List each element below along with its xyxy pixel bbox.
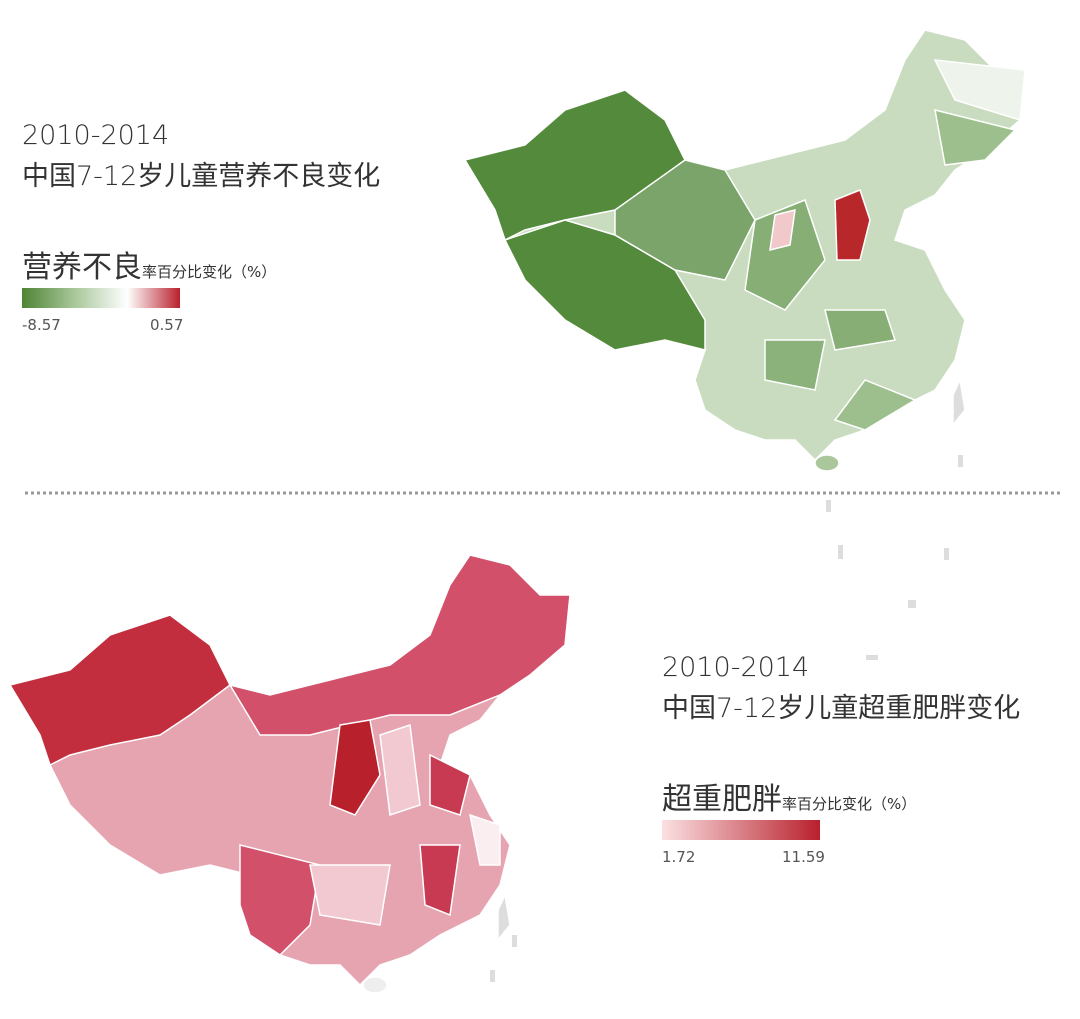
title: 中国7-12岁儿童营养不良变化 — [22, 161, 381, 192]
region — [379, 723, 421, 817]
title: 中国7-12岁儿童超重肥胖变化 — [662, 693, 1021, 724]
region — [429, 753, 471, 816]
legend-subtitle: 率百分比变化（%） — [782, 795, 917, 813]
legend-bar — [22, 288, 180, 308]
legend-title: 超重肥胖率百分比变化（%） — [662, 774, 916, 818]
dash — [838, 545, 843, 559]
region — [614, 159, 756, 281]
island — [362, 976, 388, 994]
dash — [826, 500, 831, 512]
years: 2010-2014 — [22, 120, 170, 151]
region — [503, 219, 706, 351]
region — [934, 108, 1017, 166]
region — [834, 189, 871, 261]
island — [814, 454, 840, 472]
dash — [944, 548, 949, 560]
region — [329, 719, 381, 816]
region — [833, 379, 917, 431]
dash — [866, 655, 878, 660]
dash — [958, 455, 963, 467]
legend-title-main: 超重肥胖 — [662, 782, 782, 817]
legend-max: 0.57 — [150, 316, 184, 334]
region — [309, 864, 391, 926]
map-malnutrition — [463, 29, 1026, 472]
region — [744, 199, 826, 311]
legend-bar — [662, 820, 820, 840]
years: 2010-2014 — [662, 652, 810, 683]
legend-min: -8.57 — [22, 316, 61, 334]
region — [419, 844, 461, 917]
island — [952, 377, 966, 428]
region — [933, 59, 1026, 121]
dash — [908, 600, 916, 608]
legend-title-main: 营养不良 — [22, 250, 142, 285]
legend-subtitle: 率百分比变化（%） — [142, 263, 277, 281]
legend-min: 1.72 — [662, 848, 696, 866]
sea-islands — [490, 455, 963, 982]
dash — [490, 970, 495, 982]
region — [769, 209, 796, 251]
map-overweight — [8, 554, 571, 994]
region — [228, 554, 571, 736]
region — [469, 813, 501, 866]
island — [497, 892, 511, 943]
legend-title: 营养不良率百分比变化（%） — [22, 242, 276, 286]
dash — [512, 935, 517, 947]
legend-max: 11.59 — [782, 848, 825, 866]
region — [764, 339, 826, 391]
region — [8, 614, 231, 767]
region — [824, 309, 896, 351]
